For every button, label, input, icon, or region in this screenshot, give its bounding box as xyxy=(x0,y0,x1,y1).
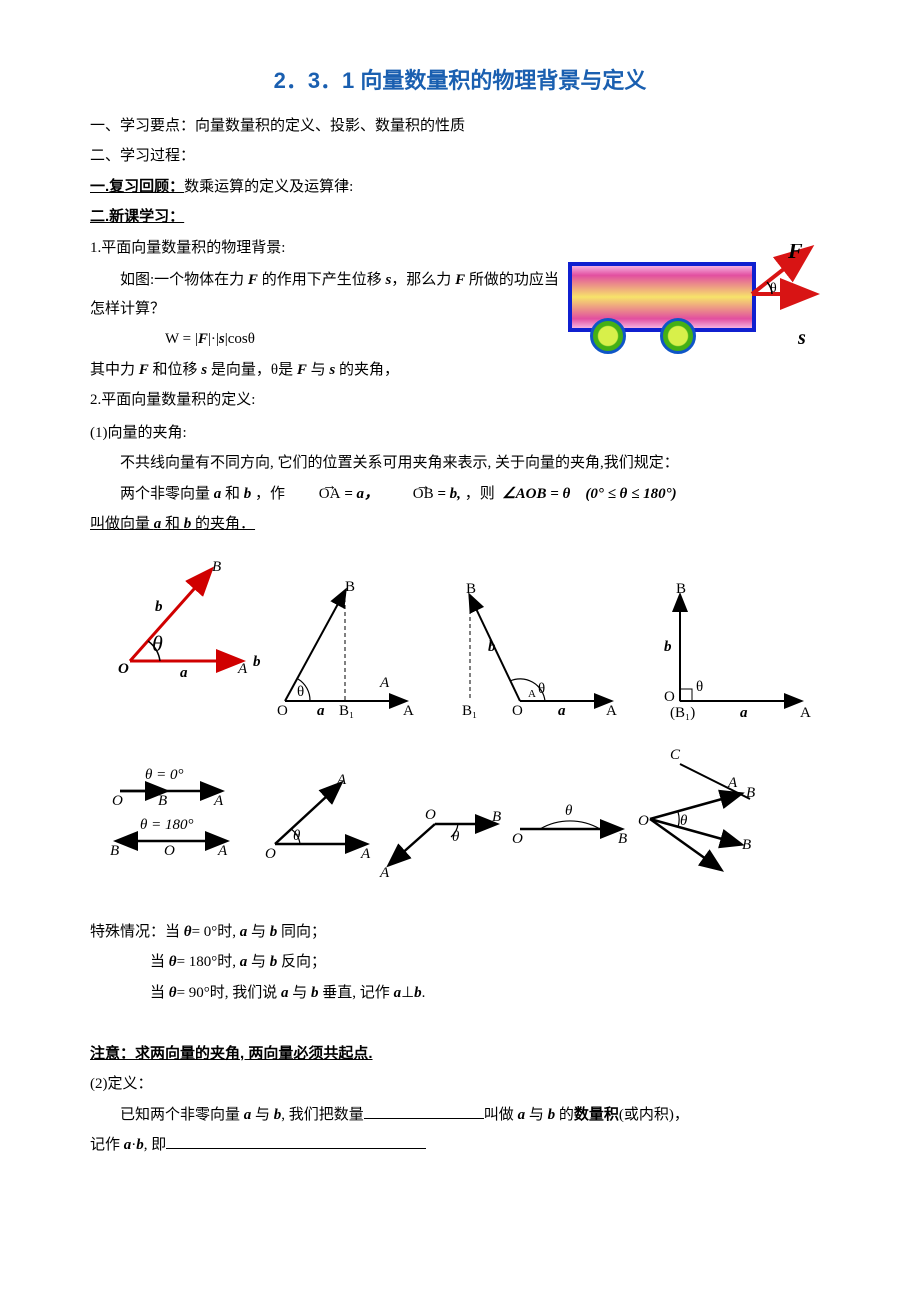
svg-text:a: a xyxy=(740,705,748,721)
svg-text:O: O xyxy=(425,807,436,823)
s2-2-head: (2)定义： xyxy=(90,1070,830,1099)
svg-text:B₁: B₁ xyxy=(339,703,354,719)
svg-text:θ: θ xyxy=(696,679,703,695)
svg-text:b: b xyxy=(253,654,261,670)
svg-text:A: A xyxy=(606,703,617,719)
svg-text:A: A xyxy=(528,688,536,700)
page-title: 2．3．1 向量数量积的物理背景与定义 xyxy=(90,60,830,102)
svg-text:O: O xyxy=(664,689,675,705)
review-text: 数乘运算的定义及运算律: xyxy=(184,179,353,195)
svg-text:A: A xyxy=(217,843,228,859)
svg-text:B₁: B₁ xyxy=(462,703,477,719)
svg-text:θ: θ xyxy=(565,803,573,819)
svg-text:a: a xyxy=(558,703,566,719)
svg-text:A: A xyxy=(379,675,390,691)
angle-diagrams-row1: O a A b B θ O a B₁ A b B θ A B₁ O a A b … xyxy=(90,551,830,732)
special-2: 当 θ= 180°时, a 与 b 反向； xyxy=(90,948,830,977)
svg-text:B: B xyxy=(345,579,355,595)
force-arrows: θ F s xyxy=(560,244,820,364)
svg-text:O: O xyxy=(512,831,523,847)
review-head: 一.复习回顾： xyxy=(90,178,184,195)
section-1-line: 如图:一个物体在力 F 的作用下产生位移 s，那么力 F 所做的功应当怎样计算？ xyxy=(90,266,560,323)
diagram-obtuse: B₁ O a A b B θ A xyxy=(462,581,617,719)
svg-text:(B₁): (B₁) xyxy=(670,705,695,721)
s-label: s xyxy=(797,327,806,349)
physics-diagram: θ F s xyxy=(560,244,820,364)
svg-text:B: B xyxy=(158,793,167,809)
svg-text:O: O xyxy=(164,843,175,859)
svg-text:A: A xyxy=(727,775,738,791)
svg-text:θ: θ xyxy=(680,813,688,829)
special-3: 当 θ= 90°时, 我们说 a 与 b 垂直, 记作 a⊥b. xyxy=(90,979,830,1008)
intro-2: 二、学习过程： xyxy=(90,142,830,171)
diagram-flat-theta: θ O B xyxy=(512,803,627,847)
diagram-zero-pi: θ = 0° O B A θ = 180° B O A xyxy=(110,767,228,859)
svg-text:θ = 180°: θ = 180° xyxy=(140,817,194,833)
svg-text:A: A xyxy=(360,846,371,862)
svg-text:A: A xyxy=(379,865,390,881)
note-head: 注意： xyxy=(90,1045,135,1062)
svg-text:A: A xyxy=(800,705,811,721)
svg-text:θ: θ xyxy=(452,829,460,845)
svg-text:b: b xyxy=(155,599,163,615)
svg-text:b: b xyxy=(664,639,672,655)
svg-text:O: O xyxy=(512,703,523,719)
work-formula: W = |F|·|s|cosθ xyxy=(90,325,560,354)
svg-text:B: B xyxy=(466,581,476,597)
theta-label: θ xyxy=(770,281,777,296)
note-text: 求两向量的夹角, 两向量必须共起点. xyxy=(135,1045,373,1062)
svg-text:B: B xyxy=(110,843,119,859)
svg-text:B: B xyxy=(618,831,627,847)
svg-text:B: B xyxy=(746,785,755,801)
section-2-head: 2.平面向量数量积的定义: xyxy=(90,386,560,415)
svg-text:A: A xyxy=(237,661,248,677)
blank-2 xyxy=(166,1133,426,1149)
angle-def-tail: 叫做向量 a 和 b 的夹角． xyxy=(90,510,830,539)
svg-text:O: O xyxy=(638,813,649,829)
svg-text:B: B xyxy=(212,559,221,575)
svg-text:O: O xyxy=(277,703,288,719)
svg-text:B: B xyxy=(492,809,501,825)
s2-1-text: 不共线向量有不同方向, 它们的位置关系可用夹角来表示, 关于向量的夹角,我们规定… xyxy=(90,449,830,478)
diagram-divergent: C O A B B θ xyxy=(638,749,755,869)
s2-2-line2: 记作 a·b, 即 xyxy=(90,1131,830,1160)
special-1: 特殊情况：当 θ= 0°时, a 与 b 同向； xyxy=(90,918,830,947)
diagram-acute-2: O A A θ xyxy=(265,772,371,862)
svg-text:a: a xyxy=(180,665,188,681)
s2-1-head: (1)向量的夹角: xyxy=(90,419,830,448)
intro-1: 一、学习要点：向量数量积的定义、投影、数量积的性质 xyxy=(90,112,830,141)
new-study-head: 二.新课学习： xyxy=(90,203,830,232)
svg-text:b: b xyxy=(488,639,496,655)
angle-definition: 两个非零向量 a 和 b ，作 →OA = a， →OB = b, ，则 ∠AO… xyxy=(90,480,830,509)
svg-text:O: O xyxy=(265,846,276,862)
review-line: 一.复习回顾：数乘运算的定义及运算律: xyxy=(90,173,830,202)
svg-text:θ: θ xyxy=(152,631,163,656)
section-1-mid: 其中力 F 和位移 s 是向量，θ是 F 与 s 的夹角， xyxy=(90,356,560,385)
svg-text:B: B xyxy=(742,837,751,853)
s2-2-text: 已知两个非零向量 a 与 b, 我们把数量叫做 a 与 b 的数量积(或内积)， xyxy=(90,1101,830,1130)
diagram-right: O (B₁) a A b B θ xyxy=(664,581,811,721)
svg-text:A: A xyxy=(213,793,224,809)
svg-text:a: a xyxy=(317,703,325,719)
svg-text:B: B xyxy=(676,581,686,597)
diagram-acute: O a B₁ A b B θ A xyxy=(253,579,414,719)
svg-text:θ: θ xyxy=(297,684,304,700)
svg-text:θ = 0°: θ = 0° xyxy=(145,767,184,783)
svg-text:A: A xyxy=(403,703,414,719)
note-line: 注意：求两向量的夹角, 两向量必须共起点. xyxy=(90,1040,830,1069)
diagram-x: O B A θ xyxy=(379,807,501,881)
svg-text:O: O xyxy=(112,793,123,809)
f-label: F xyxy=(787,244,803,263)
svg-text:θ: θ xyxy=(293,828,301,844)
blank-1 xyxy=(364,1103,484,1119)
diagram-red-angle: O a A b B θ xyxy=(118,559,248,681)
svg-text:θ: θ xyxy=(538,681,545,697)
angle-diagrams-row2: θ = 0° O B A θ = 180° B O A O A A θ O B … xyxy=(90,749,830,900)
svg-text:O: O xyxy=(118,661,129,677)
svg-text:A: A xyxy=(336,772,347,788)
svg-text:C: C xyxy=(670,749,681,763)
